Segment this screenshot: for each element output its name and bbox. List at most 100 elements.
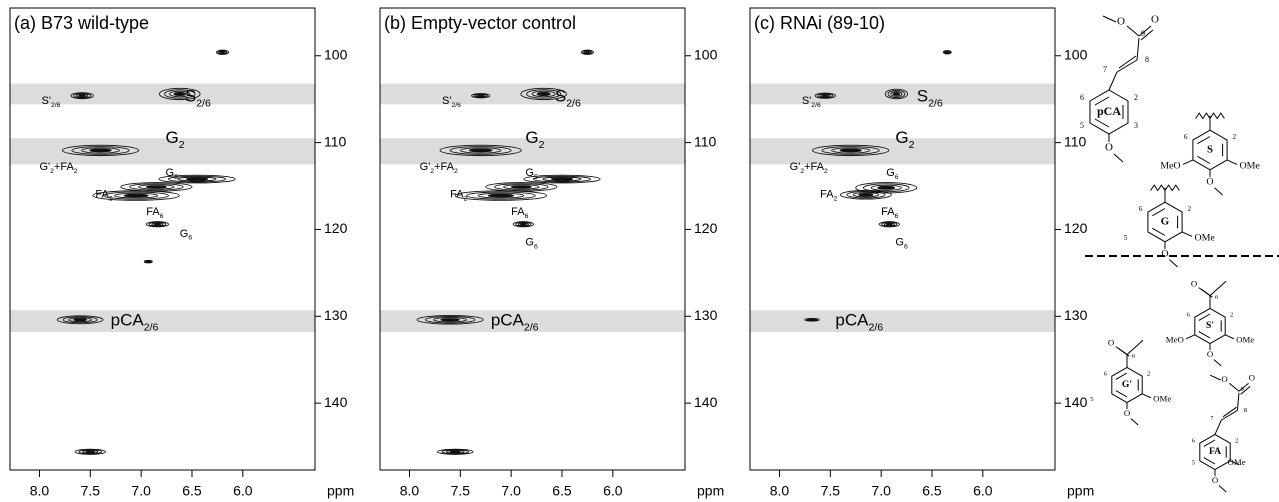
structure-label: MeO	[1166, 334, 1184, 344]
structure-label: 2	[1235, 437, 1238, 444]
contour-peak	[159, 87, 201, 101]
label-text: S'	[802, 95, 811, 107]
x-tick-label: 6.5	[552, 483, 572, 499]
highlight-band	[750, 310, 1055, 332]
contour-peak	[151, 222, 164, 226]
label-text: pCA	[835, 311, 869, 330]
y-tick-label: 140	[324, 394, 348, 410]
contour-peak	[520, 223, 527, 226]
structure-label: O	[1249, 372, 1255, 382]
contour-peak	[831, 147, 871, 154]
label-subscript: 2/6	[144, 321, 159, 333]
y-tick-label: 110	[694, 133, 717, 149]
contour-peak	[61, 144, 140, 157]
structure-label: OMe	[1153, 393, 1171, 403]
contour-peak	[870, 184, 902, 191]
bond	[1118, 55, 1137, 69]
label-subscript: 2	[834, 195, 838, 202]
label-text: FA	[511, 206, 525, 218]
contour-peak	[177, 176, 217, 182]
peak-label: pCA2/6	[491, 311, 539, 333]
contour-peak	[881, 221, 898, 227]
highlight-band	[750, 138, 1055, 165]
contour-peak	[473, 93, 488, 98]
contour-peak	[855, 182, 918, 194]
contour-peak	[454, 190, 548, 201]
contour-peak	[145, 221, 170, 228]
panel-title: (b) Empty-vector control	[384, 13, 576, 33]
bond	[1214, 187, 1223, 196]
label-text: S	[185, 87, 196, 106]
structure: 6 2 G 5 OMe O	[1124, 184, 1215, 268]
structure-label: pCA	[1097, 104, 1121, 118]
label-subscript: 2/6	[928, 97, 943, 109]
contour-peak	[517, 222, 529, 226]
peak-label: G2	[166, 129, 185, 151]
plot-frame	[9, 7, 316, 471]
bond	[1240, 386, 1251, 395]
label-subscript: 6	[904, 243, 908, 250]
structure-label: 7	[1210, 415, 1214, 422]
contour-peak	[580, 49, 594, 55]
label-subscript: 2/6	[811, 102, 821, 109]
contour-peak	[809, 318, 815, 321]
highlight-band	[10, 138, 315, 165]
contour-peak	[123, 193, 149, 198]
structure-label: 5	[1080, 121, 1084, 130]
bond	[1209, 374, 1221, 381]
structure-label: O	[1191, 278, 1197, 288]
x-axis-label: ppm	[1067, 483, 1094, 499]
label-subscript: 6	[525, 213, 529, 220]
contour-peak	[103, 191, 169, 200]
peak-label: G6	[886, 167, 899, 181]
label-text: G	[886, 167, 895, 179]
bond	[1182, 159, 1194, 165]
contour-peak	[82, 450, 99, 454]
contour-peak	[550, 177, 574, 181]
structure-label: 6	[1104, 370, 1107, 377]
x-tick-label: 8.0	[30, 483, 50, 499]
structure-label: 2	[1147, 370, 1150, 377]
bond	[1236, 392, 1240, 411]
x-tick-label: 7.0	[871, 483, 891, 499]
peak-label: FA6	[511, 206, 528, 220]
contour-peak	[218, 50, 226, 54]
contour-peak	[471, 93, 491, 99]
structure-label: 5	[1090, 396, 1093, 403]
contour-peak	[70, 92, 94, 100]
contour-peak	[92, 190, 180, 201]
structure-label: G	[1161, 215, 1170, 227]
label-subscript: 2	[74, 168, 78, 175]
contour-peak	[582, 50, 593, 55]
structure-label: O	[1221, 374, 1227, 384]
highlight-band	[10, 310, 315, 332]
label-subscript: 5	[174, 174, 178, 181]
peak-label: G'2+FA2	[39, 161, 77, 175]
label-subscript: 2/6	[524, 321, 539, 333]
contour-peak	[466, 191, 536, 200]
structure-label: 7	[1103, 65, 1107, 74]
plot-frame	[379, 7, 686, 471]
y-tick-label: 110	[1064, 133, 1087, 149]
contour-peak	[138, 184, 175, 190]
label-subscript: 2/6	[196, 97, 211, 109]
contour-peak	[477, 192, 525, 199]
peak-label: S'2/6	[42, 95, 61, 109]
contour-peak	[852, 192, 880, 198]
contour-peak	[531, 90, 556, 98]
label-subscript: 2	[539, 139, 545, 151]
y-tick-label: 130	[694, 307, 718, 323]
label-subscript: 2/6	[51, 102, 61, 109]
peak-label: FA6	[881, 206, 898, 220]
structure-label: OMe	[1228, 457, 1246, 467]
label-text: G	[895, 129, 908, 148]
contour-peak	[168, 175, 227, 183]
panel-title: (c) RNAi (89-10)	[754, 13, 885, 33]
label-subscript: 6	[895, 213, 899, 220]
structure-label: 6	[1184, 133, 1188, 141]
x-tick-label: 7.5	[81, 483, 101, 499]
contour-peak	[85, 450, 96, 453]
label-subscript: 6	[160, 213, 164, 220]
